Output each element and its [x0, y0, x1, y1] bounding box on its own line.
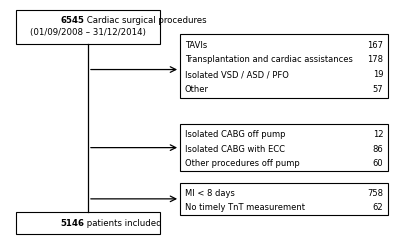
FancyBboxPatch shape [180, 124, 388, 171]
Text: 167: 167 [367, 41, 383, 50]
Text: Transplantation and cardiac assistances: Transplantation and cardiac assistances [185, 55, 353, 64]
Text: Isolated VSD / ASD / PFO: Isolated VSD / ASD / PFO [185, 70, 289, 79]
Text: No timely TnT measurement: No timely TnT measurement [185, 203, 305, 212]
Text: MI < 8 days: MI < 8 days [185, 189, 235, 198]
FancyBboxPatch shape [16, 212, 160, 234]
Text: 86: 86 [372, 144, 383, 153]
Text: Isolated CABG with ECC: Isolated CABG with ECC [185, 144, 285, 153]
Text: 60: 60 [372, 159, 383, 168]
FancyBboxPatch shape [180, 183, 388, 215]
Text: Cardiac surgical procedures: Cardiac surgical procedures [84, 16, 207, 25]
Text: 19: 19 [373, 70, 383, 79]
Text: patients included: patients included [84, 219, 162, 228]
Text: 6545: 6545 [60, 16, 84, 25]
Text: 5146: 5146 [60, 219, 84, 228]
FancyBboxPatch shape [16, 10, 160, 44]
Text: Other procedures off pump: Other procedures off pump [185, 159, 300, 168]
Text: (01/09/2008 – 31/12/2014): (01/09/2008 – 31/12/2014) [30, 28, 146, 37]
Text: 57: 57 [372, 85, 383, 94]
Text: TAVIs: TAVIs [185, 41, 207, 50]
Text: 758: 758 [367, 189, 383, 198]
FancyBboxPatch shape [180, 34, 388, 98]
Text: 178: 178 [367, 55, 383, 64]
Text: 62: 62 [372, 203, 383, 212]
Text: Other: Other [185, 85, 209, 94]
Text: 12: 12 [373, 131, 383, 140]
Text: Isolated CABG off pump: Isolated CABG off pump [185, 131, 285, 140]
